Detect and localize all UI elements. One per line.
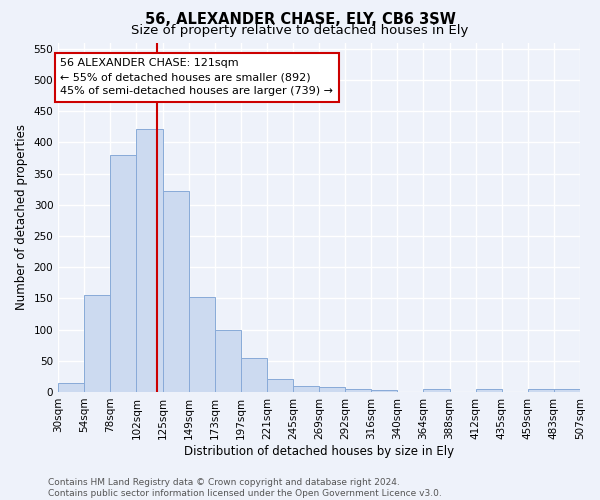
- Bar: [136, 128, 163, 392]
- Bar: [188, 297, 215, 392]
- Bar: [319, 387, 345, 392]
- Text: 56, ALEXANDER CHASE, ELY, CB6 3SW: 56, ALEXANDER CHASE, ELY, CB6 3SW: [145, 12, 455, 28]
- Text: Size of property relative to detached houses in Ely: Size of property relative to detached ho…: [131, 24, 469, 37]
- Text: Contains HM Land Registry data © Crown copyright and database right 2024.
Contai: Contains HM Land Registry data © Crown c…: [48, 478, 442, 498]
- Bar: [58, 382, 84, 392]
- Bar: [267, 380, 293, 392]
- X-axis label: Distribution of detached houses by size in Ely: Distribution of detached houses by size …: [184, 444, 454, 458]
- Bar: [241, 358, 267, 392]
- Bar: [215, 330, 241, 392]
- Bar: [424, 389, 449, 392]
- Bar: [371, 390, 397, 392]
- Bar: [163, 191, 188, 392]
- Bar: [476, 390, 502, 392]
- Bar: [293, 386, 319, 392]
- Bar: [110, 155, 136, 392]
- Bar: [554, 390, 580, 392]
- Bar: [345, 390, 371, 392]
- Bar: [84, 295, 110, 392]
- Text: 56 ALEXANDER CHASE: 121sqm
← 55% of detached houses are smaller (892)
45% of sem: 56 ALEXANDER CHASE: 121sqm ← 55% of deta…: [61, 58, 334, 96]
- Y-axis label: Number of detached properties: Number of detached properties: [15, 124, 28, 310]
- Bar: [528, 390, 554, 392]
